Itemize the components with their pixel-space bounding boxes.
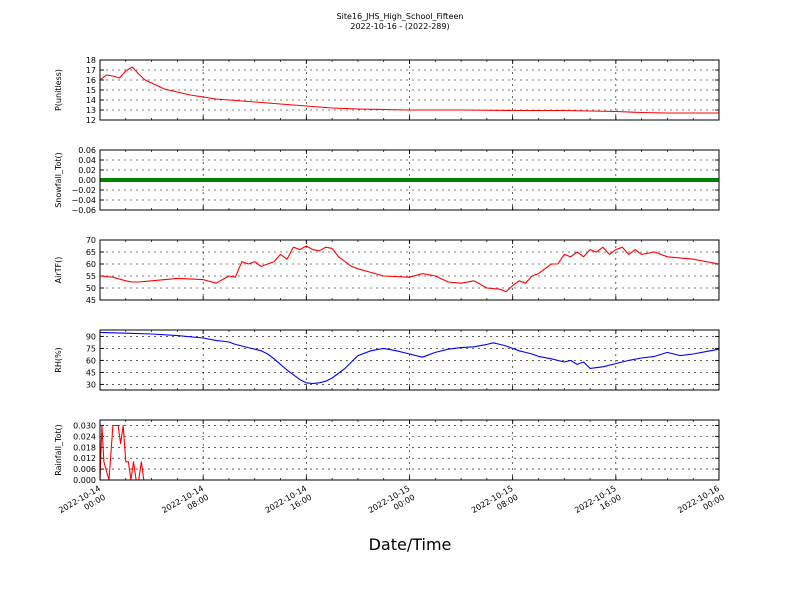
y-axis-label: P(unitless) (54, 69, 63, 111)
y-axis-label: Snowfall_Tot() (54, 152, 63, 208)
y-tick-label: 0.06 (78, 146, 96, 155)
x-tick-label: 2022-10-1416:00 (264, 484, 314, 524)
y-tick-label: 90 (86, 332, 96, 341)
y-tick-label: 0.012 (73, 454, 96, 463)
y-tick-label: 12 (86, 116, 96, 125)
y-tick-label: 50 (86, 284, 96, 293)
axes-frame (99, 59, 720, 121)
y-tick-label: 16 (86, 76, 96, 85)
panel-2: 45 50 55 60 65 70 AirTF() (54, 236, 720, 305)
y-tick-label: 0.000 (73, 476, 96, 485)
y-tick-label: 15 (86, 86, 96, 95)
panel-3: 30 45 60 75 90 RH(%) (54, 329, 720, 391)
y-tick-label: −0.02 (71, 186, 96, 195)
y-tick-label: 30 (86, 380, 96, 389)
y-tick-label: 0.04 (78, 156, 96, 165)
y-tick-label: 75 (86, 344, 96, 353)
y-tick-label: 70 (86, 236, 96, 245)
x-tick-labels: 2022-10-1400:00 2022-10-1408:00 2022-10-14… (57, 484, 726, 524)
y-tick-label: −0.04 (71, 196, 96, 205)
y-tick-label: 55 (86, 272, 96, 281)
y-tick-label: 60 (86, 260, 96, 269)
y-tick-label: 0.006 (73, 465, 96, 474)
x-tick-label: 2022-10-1508:00 (470, 484, 520, 524)
y-tick-label: 0.02 (78, 166, 96, 175)
x-tick-label: 2022-10-1600:00 (676, 484, 726, 524)
series-line (99, 245, 720, 293)
y-tick-label: 45 (86, 296, 96, 305)
axes-frame (99, 239, 720, 301)
panel-1: −0.06−0.04−0.020.000.020.040.06 Snowfall_… (54, 146, 720, 215)
axes-frame (99, 329, 720, 391)
x-tick-label: 2022-10-1400:00 (57, 484, 107, 524)
figure-title-line1: Site16_JHS_High_School_Fifteen (337, 12, 464, 21)
series-line (99, 331, 720, 385)
y-tick-label: 45 (86, 368, 96, 377)
y-tick-label: 0.00 (78, 176, 96, 185)
axes-frame (99, 419, 720, 481)
y-tick-label: 0.018 (73, 443, 96, 452)
y-axis-label: RH(%) (54, 347, 63, 372)
y-tick-label: 18 (86, 56, 96, 65)
y-tick-label: −0.06 (71, 206, 96, 215)
x-tick-label: 2022-10-1408:00 (160, 484, 210, 524)
y-tick-label: 0.030 (73, 421, 96, 430)
y-axis-label: AirTF() (54, 257, 63, 284)
x-tick-label: 2022-10-1516:00 (573, 484, 623, 524)
y-tick-label: 65 (86, 248, 96, 257)
series-line (99, 66, 719, 114)
y-tick-label: 17 (86, 66, 96, 75)
y-tick-label: 14 (86, 96, 96, 105)
y-axis-label: Rainfall_Tot() (54, 424, 63, 476)
panel-4: 0.000 0.006 0.012 0.018 0.024 0.030 Rainfall_T… (54, 419, 720, 485)
axes-frame (99, 149, 720, 211)
figure-title-line2: 2022-10-16 - (2022-289) (350, 22, 449, 31)
x-tick-label: 2022-10-1500:00 (367, 484, 417, 524)
x-axis-label: Date/Time (369, 535, 452, 554)
y-tick-label: 0.024 (73, 432, 96, 441)
y-tick-label: 13 (86, 106, 96, 115)
y-tick-label: 60 (86, 356, 96, 365)
